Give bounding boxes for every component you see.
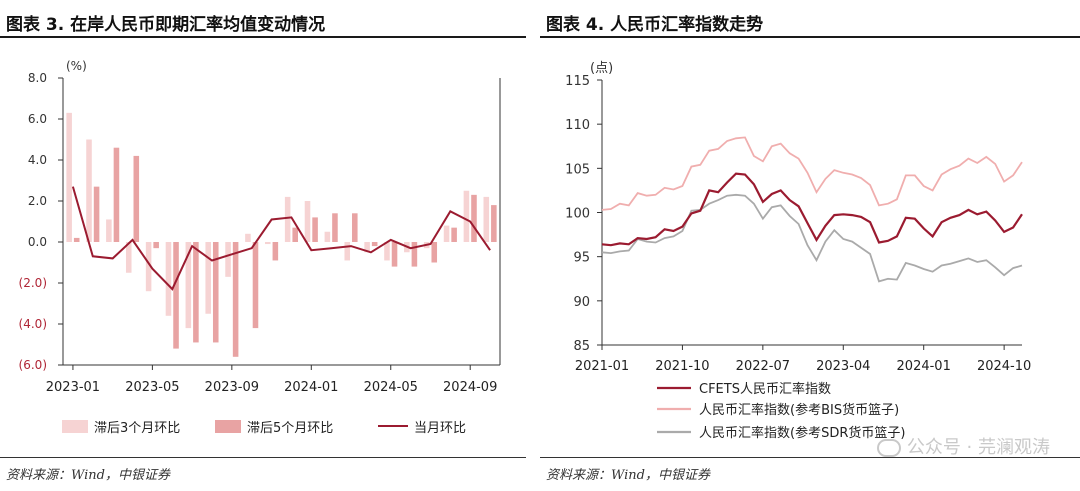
y-tick-label: 110 (565, 118, 590, 133)
bar-lag3 (86, 139, 92, 242)
watermark-text: 公众号 · 芫澜观涛 (906, 437, 1050, 458)
bar-lag5 (173, 242, 179, 349)
y-tick-label: 0.0 (28, 235, 47, 249)
bar-lag5 (212, 242, 219, 343)
bar-lag5 (411, 242, 418, 267)
x-tick-label: 2024-09 (443, 380, 497, 395)
y-unit-label: (%) (66, 59, 87, 73)
bar-lag3 (245, 233, 251, 242)
legend-label: 滞后3个月环比 (94, 421, 180, 436)
y-tick-label: 8.0 (28, 71, 47, 85)
legend-label: 滞后5个月环比 (247, 421, 333, 436)
x-tick-label: 2024-10 (977, 359, 1031, 374)
bar-lag3 (106, 219, 112, 242)
bar-lag3 (66, 112, 72, 242)
y-tick-label: 100 (565, 207, 590, 222)
legend-label: CFETS人民币汇率指数 (699, 381, 831, 397)
bar-lag3 (185, 242, 192, 329)
bar-lag3 (265, 242, 271, 245)
bar-lag5 (292, 227, 298, 242)
bar-lag3 (324, 231, 331, 242)
x-tick-label: 2021-10 (655, 359, 709, 374)
bar-lag5 (352, 213, 358, 242)
bar-lag3 (364, 242, 370, 253)
y-tick-label: 85 (573, 339, 590, 354)
legend-swatch (215, 420, 241, 433)
line-current-month (71, 186, 491, 291)
bar-lag3 (165, 242, 172, 316)
legend-swatch (62, 420, 88, 433)
x-tick-label: 2024-01 (897, 359, 951, 374)
bar-lag3 (125, 242, 132, 273)
bar-lag3 (284, 196, 291, 242)
bar-lag3 (463, 190, 470, 242)
bar-lag5 (451, 227, 457, 242)
bar-lag5 (371, 242, 378, 247)
bar-lag5 (391, 242, 398, 267)
bar-lag3 (384, 242, 390, 261)
chart-panel-right: 图表 4. 人民币汇率指数走势 (点) 115 110 105 100 95 90 85 202… (540, 0, 1080, 491)
x-tick-label: 2023-09 (205, 380, 259, 395)
title-rule-left (0, 36, 526, 38)
source-note-right: 资料来源：Wind，中银证券 (546, 468, 710, 483)
chart-title-right: 图表 4. 人民币汇率指数走势 (546, 15, 764, 35)
y-tick-label: 4.0 (28, 153, 47, 167)
x-tick-label: 2022-07 (736, 359, 790, 374)
x-tick-label: 2023-01 (46, 380, 100, 395)
bar-lag5 (272, 242, 279, 261)
bar-lag3 (225, 242, 231, 277)
legend-label: 当月环比 (414, 421, 466, 436)
bar-lag5 (113, 147, 120, 242)
bar-lag3 (443, 225, 450, 242)
footer-rule-right (540, 457, 1080, 458)
x-tick-label: 2023-05 (125, 380, 179, 395)
x-tick-label: 2021-01 (575, 359, 629, 374)
y-tick-label: 6.0 (28, 112, 47, 126)
line-cfets (601, 172, 1023, 247)
bar-lag5 (471, 194, 477, 242)
bar-lag5 (153, 242, 159, 249)
y-tick-label: 90 (573, 295, 590, 310)
bar-lag5 (312, 217, 318, 242)
y-tick-label: 2.0 (28, 194, 47, 208)
bar-lag5 (332, 213, 338, 242)
line-bis (601, 136, 1023, 211)
chart-title-left: 图表 3. 在岸人民币即期汇率均值变动情况 (6, 15, 326, 35)
title-rule-right (540, 36, 1080, 38)
footer-rule-left (0, 457, 526, 458)
bar-lag5 (431, 242, 438, 263)
bar-lag3 (483, 196, 490, 242)
y-tick-label: 115 (565, 74, 590, 89)
x-tick-label: 2024-05 (364, 380, 418, 395)
chart-panel-left: 图表 3. 在岸人民币即期汇率均值变动情况 (%) 8.0 6.0 4.0 2.0 0.0… (0, 0, 526, 491)
bar-lag3 (205, 242, 211, 314)
bar-lag5 (93, 186, 100, 242)
watermark: 公众号 · 芫澜观涛 (876, 433, 1050, 459)
bar-lag5 (193, 242, 199, 343)
chart-right: (点)115 110 105 100 95 90 85 2021-01 2021-10 2022-… (565, 61, 1031, 441)
y-tick-label: (6.0) (19, 358, 47, 372)
bar-lag5 (73, 237, 80, 242)
line-sdr (601, 193, 1023, 283)
bar-lag5 (252, 242, 259, 329)
y-unit-label: (点) (590, 61, 613, 76)
legend-label: 人民币汇率指数(参考BIS货币篮子) (699, 402, 899, 418)
bar-lag3 (344, 242, 351, 261)
y-tick-label: 105 (565, 162, 590, 177)
bar-lag5 (491, 205, 497, 242)
bar-lag3 (304, 201, 311, 242)
source-note-left: 资料来源：Wind，中银证券 (6, 468, 170, 483)
bar-lag3 (145, 242, 152, 292)
x-tick-label: 2023-04 (816, 359, 870, 374)
wechat-icon (876, 439, 901, 457)
y-tick-label: 95 (573, 251, 590, 266)
bar-lag5 (232, 242, 239, 357)
legend-label: 人民币汇率指数(参考SDR货币篮子) (699, 425, 905, 441)
x-tick-label: 2024-01 (284, 380, 338, 395)
chart-left: (%) 8.0 6.0 4.0 2.0 0.0 (2.0) (4.0) (6.0) 2023-01… (19, 59, 501, 436)
bar-lag5 (133, 155, 140, 242)
y-tick-label: (4.0) (19, 317, 47, 331)
y-tick-label: (2.0) (19, 276, 47, 290)
